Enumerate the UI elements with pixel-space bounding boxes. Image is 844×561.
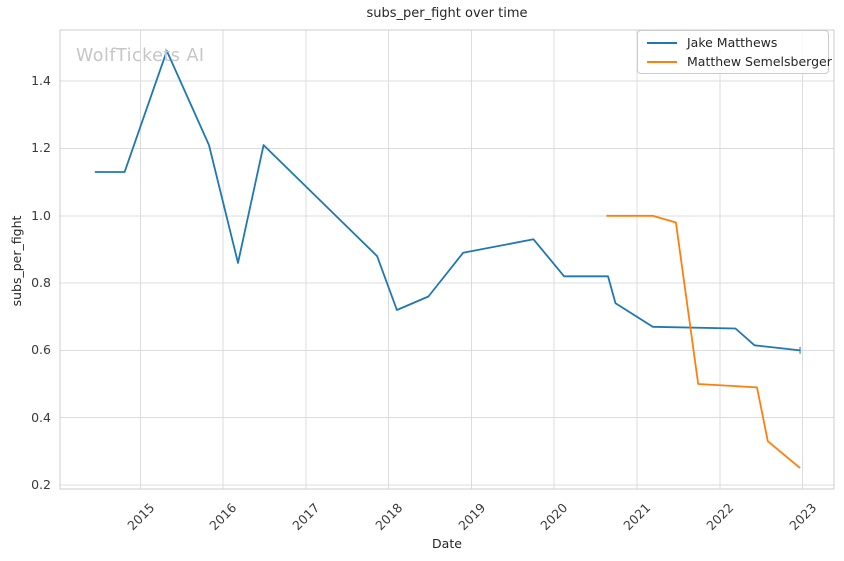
y-axis-label: subs_per_fight [9, 215, 24, 307]
watermark: WolfTickets AI [76, 46, 205, 66]
y-tick-label: 1.2 [31, 140, 51, 156]
legend-label: Matthew Semelsberger [687, 54, 832, 69]
legend-label: Jake Matthews [687, 35, 778, 50]
y-tick-label: 1.0 [31, 207, 51, 223]
axes-frame [59, 29, 835, 490]
y-tick-label: 0.6 [31, 342, 51, 358]
legend-item-matthew-semelsberger: Matthew Semelsberger [647, 54, 832, 70]
y-tick-label: 0.2 [31, 476, 51, 492]
y-tick-label: 0.8 [31, 275, 51, 291]
y-tick-label: 0.4 [31, 409, 51, 425]
chart-title: subs_per_fight over time [366, 6, 528, 21]
legend-item-jake-matthews: Jake Matthews [647, 35, 828, 51]
legend-line-swatch [647, 60, 677, 63]
x-axis-label: Date [432, 536, 462, 551]
series-line-jake-matthews [94, 50, 801, 352]
y-tick-label: 1.4 [31, 73, 51, 89]
legend: Jake Matthews Matthew Semelsberger [637, 30, 832, 74]
series-line-matthew-semelsberger [606, 214, 801, 469]
legend-line-swatch [647, 41, 677, 44]
gridlines [60, 30, 834, 489]
